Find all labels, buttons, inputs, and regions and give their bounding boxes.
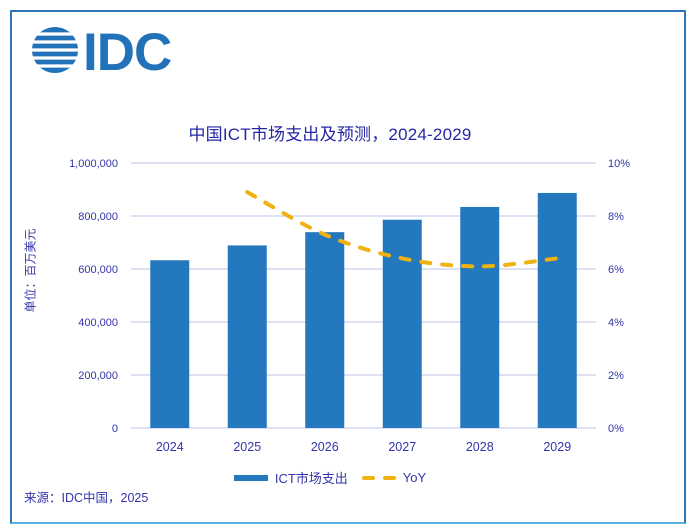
bar-2029 — [537, 192, 577, 428]
legend-label-yoy: YoY — [402, 470, 427, 485]
bar-2026 — [305, 232, 345, 428]
right-axis-tick: 6% — [608, 264, 624, 276]
left-axis-tick: 200,000 — [78, 370, 118, 382]
x-axis-label: 2025 — [233, 440, 261, 454]
right-axis-tick: 10% — [608, 158, 630, 170]
source-note: 来源：IDC中国，2025 — [24, 491, 149, 505]
x-axis-label: 2027 — [388, 440, 416, 454]
chart-legend: ICT市场支出 YoY — [55, 468, 605, 487]
yoy-line — [245, 190, 560, 269]
line-series-swatch — [361, 475, 396, 480]
idc-logo: IDC — [28, 23, 172, 80]
bar-2024 — [150, 260, 190, 428]
legend-label-ict-spending: ICT市场支出 — [274, 471, 348, 486]
right-axis-tick: 2% — [608, 370, 624, 382]
chart-title: 中国ICT市场支出及预测，2024-2029 — [188, 125, 472, 144]
x-axis-label: 2029 — [543, 440, 571, 454]
left-axis-tick: 1,000,000 — [69, 158, 118, 170]
bar-2025 — [227, 245, 267, 428]
right-axis-tick: 8% — [608, 211, 624, 223]
legend-item-ict-spending: ICT市场支出 — [233, 468, 348, 487]
left-axis-tick: 600,000 — [78, 264, 118, 276]
idc-globe-icon — [28, 27, 82, 73]
dash-icon — [382, 475, 396, 480]
x-axis-label: 2028 — [466, 440, 494, 454]
dash-icon — [361, 475, 375, 480]
left-axis-tick: 800,000 — [78, 211, 118, 223]
x-axis-label: 2026 — [311, 440, 339, 454]
right-axis-tick: 4% — [608, 317, 624, 329]
idc-logo-text: IDC — [83, 23, 171, 80]
bar-series-swatch — [233, 474, 268, 481]
bar-2028 — [460, 206, 500, 428]
left-axis-tick: 0 — [112, 423, 118, 435]
right-axis-tick: 0% — [608, 423, 624, 435]
bar-2027 — [382, 219, 422, 428]
left-axis-tick: 400,000 — [78, 317, 118, 329]
x-axis-label: 2024 — [156, 440, 184, 454]
legend-item-yoy: YoY — [361, 470, 427, 485]
